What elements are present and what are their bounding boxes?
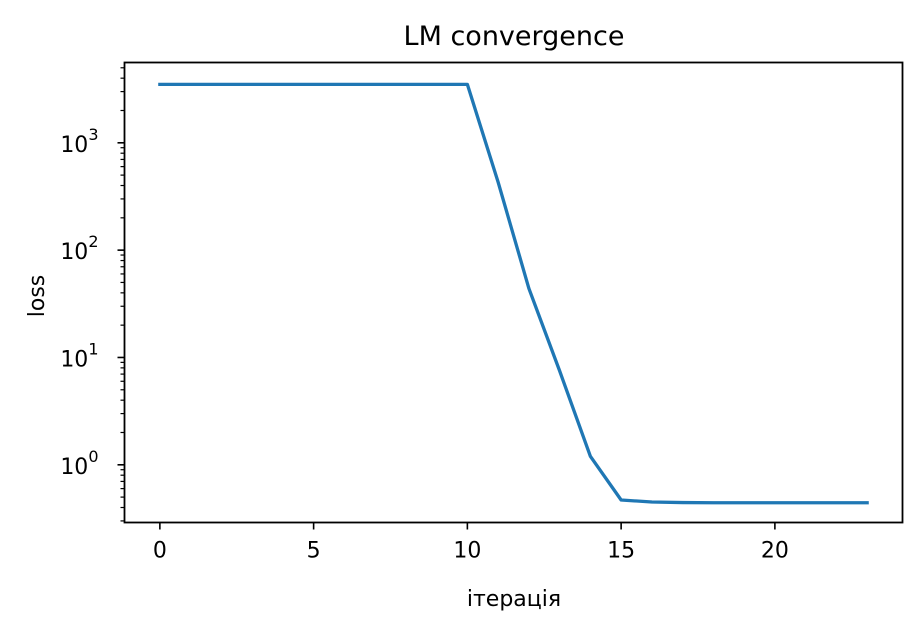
y-tick-base: 10 bbox=[60, 347, 88, 372]
x-tick-label: 5 bbox=[307, 539, 321, 564]
y-tick-label: 103 bbox=[60, 125, 98, 158]
y-tick-exponent: 1 bbox=[88, 339, 98, 358]
x-tick-label: 20 bbox=[761, 539, 789, 564]
y-tick-exponent: 2 bbox=[88, 232, 98, 251]
x-axis-label: ітерація bbox=[467, 587, 561, 612]
x-tick-label: 15 bbox=[607, 539, 635, 564]
x-axis: 0 5 10 15 20 bbox=[153, 522, 789, 564]
y-axis-label: loss bbox=[25, 275, 50, 318]
x-tick-label: 0 bbox=[153, 539, 167, 564]
y-tick-exponent: 0 bbox=[88, 447, 98, 466]
y-tick-base: 10 bbox=[60, 240, 88, 265]
y-tick-base: 10 bbox=[60, 133, 88, 158]
plot-area bbox=[158, 82, 869, 505]
plot-frame bbox=[123, 61, 904, 524]
x-tick-label: 10 bbox=[453, 539, 481, 564]
y-tick-base: 10 bbox=[60, 455, 88, 480]
y-tick-label: 102 bbox=[60, 232, 98, 265]
y-tick-label: 101 bbox=[60, 339, 98, 372]
y-tick-label: 100 bbox=[60, 447, 98, 480]
y-tick-exponent: 3 bbox=[88, 125, 98, 144]
chart-title: LM convergence bbox=[404, 21, 625, 52]
series-line bbox=[158, 82, 869, 505]
